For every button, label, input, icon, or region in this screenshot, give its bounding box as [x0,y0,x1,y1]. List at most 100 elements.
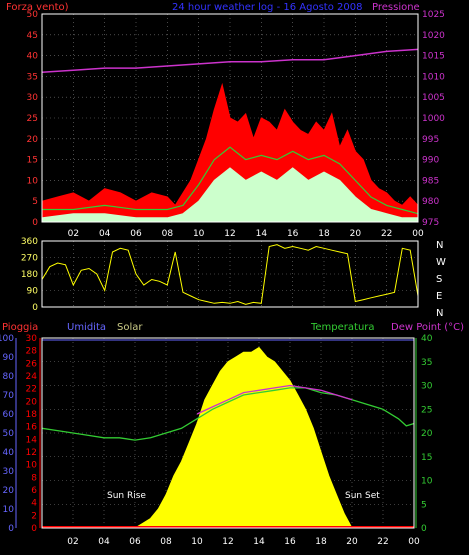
rain-tick-label-12: 12 [26,448,37,458]
wind-average-line [42,146,419,215]
wind-x-tick-label-08: 08 [162,229,174,239]
humidity-tick-label-30: 30 [3,467,15,477]
climate-x-tick-label-00: 00 [408,537,420,547]
humidity-tick-label-80: 80 [3,372,15,382]
climate-x-tick-label-20: 20 [346,537,358,547]
pressure-tick-label-1000: 1000 [422,114,445,124]
rain-tick-label-24: 24 [26,372,38,382]
wind-x-tick-label-04: 04 [99,229,111,239]
rain-tick-label-22: 22 [26,385,37,395]
rain-tick-label-16: 16 [26,423,38,433]
temperature-tick-label-35: 35 [421,358,432,368]
compass-label-s: S [436,274,442,285]
climate-x-tick-label-06: 06 [129,537,141,547]
wind-tick-label-40: 40 [27,52,39,62]
dewpoint-line [196,384,353,415]
rain-axis-title: Pioggia [2,322,38,333]
direction-line [41,244,419,305]
direction-tick-label-270: 270 [21,254,38,264]
humidity-tick-label-10: 10 [3,505,15,515]
chart-title: 24 hour weather log - 16 Agosto 2008 [172,2,362,13]
temperature-tick-label-25: 25 [421,405,432,415]
wind-tick-label-15: 15 [27,156,38,166]
humidity-tick-label-90: 90 [3,353,15,363]
wind-x-tick-label-06: 06 [130,229,142,239]
rain-tick-label-4: 4 [31,499,37,509]
rain-tick-label-20: 20 [26,397,38,407]
compass-label-w: W [436,257,446,268]
rain-tick-label-14: 14 [26,435,38,445]
pressure-tick-label-980: 980 [422,197,439,207]
humidity-axis-title: Umidita [67,322,106,333]
temperature-tick-label-20: 20 [421,429,433,439]
pressure-tick-label-1025: 1025 [422,10,445,20]
sunrise-annotation: Sun Rise [107,491,146,501]
pressure-line [41,48,419,73]
rain-tick-label-26: 26 [26,359,38,369]
humidity-tick-label-40: 40 [3,448,15,458]
wind-x-tick-label-20: 20 [350,229,362,239]
climate-plot-frame [41,337,415,529]
climate-x-tick-label-12: 12 [222,537,233,547]
pressure-tick-label-990: 990 [422,156,439,166]
direction-plot-frame [41,240,419,308]
direction-tick-label-90: 90 [27,287,39,297]
pressure-tick-label-975: 975 [422,218,439,228]
rain-tick-label-2: 2 [31,511,37,521]
rain-tick-label-6: 6 [31,486,37,496]
wind-tick-label-30: 30 [27,93,39,103]
wind-x-tick-label-16: 16 [287,229,299,239]
humidity-tick-label-0: 0 [8,524,14,534]
temperature-line [41,387,415,441]
pressure-axis-title: Pressione [372,2,420,13]
wind-tick-label-20: 20 [27,135,39,145]
wind-x-tick-label-12: 12 [224,229,235,239]
solar-axis-title: Solar [117,322,143,333]
rain-tick-label-30: 30 [26,334,38,344]
rain-tick-label-10: 10 [26,461,38,471]
climate-x-tick-label-22: 22 [377,537,388,547]
humidity-tick-label-50: 50 [3,429,15,439]
direction-tick-label-180: 180 [21,270,38,280]
wind-x-tick-label-02: 02 [68,229,79,239]
pressure-tick-label-1005: 1005 [422,93,445,103]
pressure-tick-label-1010: 1010 [422,72,445,82]
climate-x-tick-label-08: 08 [160,537,172,547]
wind-plot-frame [41,13,419,223]
pressure-tick-label-995: 995 [422,135,439,145]
climate-x-tick-label-02: 02 [67,537,78,547]
wind-x-tick-label-14: 14 [256,229,268,239]
sunset-annotation: Sun Set [345,491,380,501]
climate-x-tick-label-04: 04 [98,537,110,547]
humidity-tick-label-100: 100 [0,334,14,344]
humidity-tick-label-60: 60 [3,410,15,420]
temperature-tick-label-0: 0 [421,524,427,534]
direction-tick-label-0: 0 [32,303,38,313]
wind-x-tick-label-10: 10 [193,229,205,239]
pressure-tick-label-1015: 1015 [422,52,445,62]
humidity-tick-label-20: 20 [3,486,15,496]
climate-x-tick-label-18: 18 [315,537,327,547]
pressure-tick-label-1020: 1020 [422,31,445,41]
rain-tick-label-0: 0 [31,524,37,534]
wind-x-tick-label-22: 22 [381,229,392,239]
temperature-tick-label-15: 15 [421,453,432,463]
compass-label-n1: N [436,240,443,251]
rain-tick-label-28: 28 [26,347,38,357]
wind-tick-label-25: 25 [27,114,38,124]
humidity-tick-label-70: 70 [3,391,15,401]
rain-tick-label-8: 8 [31,473,37,483]
temperature-tick-label-10: 10 [421,477,433,487]
solar-area [133,346,353,529]
wind-axis-title: Forza vento) [6,2,69,13]
wind-speed-area [41,167,419,223]
climate-x-tick-label-14: 14 [253,537,265,547]
rain-tick-label-18: 18 [26,410,38,420]
temperature-axis-title: Temperatura [310,322,375,333]
wind-tick-label-10: 10 [27,176,39,186]
compass-label-n2: N [436,308,443,319]
compass-label-e: E [436,291,442,302]
wind-tick-label-45: 45 [27,31,38,41]
wind-tick-label-5: 5 [32,197,38,207]
